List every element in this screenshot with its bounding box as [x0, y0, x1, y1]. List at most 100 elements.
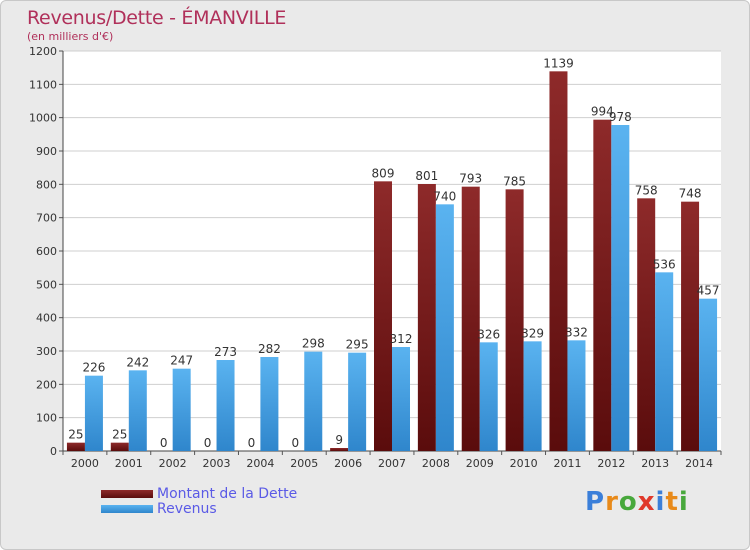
bar-dette	[505, 189, 524, 452]
y-tick-label: 1200	[29, 45, 57, 58]
data-label-revenus: 226	[82, 361, 105, 375]
chart-title: Revenus/Dette - ÉMANVILLE	[27, 7, 287, 29]
bar-revenus	[84, 375, 103, 451]
logo-letter: o	[618, 487, 638, 517]
y-tick-label: 900	[36, 145, 57, 158]
bar-dette	[593, 119, 612, 452]
data-label-revenus: 282	[258, 342, 281, 356]
data-label-dette: 801	[415, 169, 438, 183]
proxiti-logo: Proxiti	[585, 487, 689, 517]
y-tick-label: 700	[36, 212, 57, 225]
bar-dette	[681, 201, 700, 451]
x-tick-label: 2010	[510, 457, 538, 470]
data-label-dette: 758	[635, 183, 658, 197]
bar-revenus	[260, 357, 279, 451]
bar-revenus	[567, 340, 586, 451]
y-tick-label: 100	[36, 412, 57, 425]
x-tick-label: 2003	[203, 457, 231, 470]
y-tick-label: 0	[50, 445, 57, 458]
y-tick-label: 600	[36, 245, 57, 258]
y-tick-label: 1000	[29, 112, 57, 125]
data-label-dette: 25	[112, 428, 127, 442]
bar-dette	[110, 442, 129, 451]
data-label-dette: 793	[459, 172, 482, 186]
bar-dette	[417, 184, 436, 451]
bar-revenus	[304, 351, 323, 451]
data-label-dette: 748	[679, 187, 702, 201]
logo-letter: t	[665, 487, 679, 517]
data-label-revenus: 536	[653, 257, 676, 271]
bar-revenus	[435, 204, 454, 451]
bar-revenus	[216, 360, 235, 451]
bar-dette	[461, 186, 480, 451]
y-tick-label: 300	[36, 345, 57, 358]
logo-letter: x	[637, 487, 656, 517]
x-tick-label: 2002	[159, 457, 187, 470]
data-label-revenus: 457	[697, 284, 720, 298]
chart-subtitle: (en milliers d'€)	[27, 30, 114, 43]
bar-revenus	[348, 352, 367, 451]
data-label-revenus: 247	[170, 354, 193, 368]
data-label-dette: 25	[68, 428, 83, 442]
data-label-dette: 0	[160, 436, 168, 450]
bar-revenus	[611, 125, 630, 451]
logo-letter: P	[585, 487, 606, 517]
x-tick-label: 2013	[641, 457, 669, 470]
data-label-dette: 0	[248, 436, 256, 450]
data-label-dette: 9	[335, 433, 343, 447]
bar-revenus	[699, 298, 718, 451]
bar-revenus	[392, 347, 410, 451]
bar-revenus	[523, 341, 542, 451]
y-tick-label: 800	[36, 178, 57, 191]
data-label-revenus: 978	[609, 110, 632, 124]
logo-letter: r	[605, 487, 619, 517]
data-label-revenus: 298	[302, 337, 325, 351]
bar-revenus	[172, 368, 191, 451]
x-tick-label: 2001	[115, 457, 143, 470]
bar-revenus	[655, 272, 674, 451]
data-label-revenus: 326	[477, 327, 500, 341]
x-tick-label: 2012	[597, 457, 625, 470]
logo-letter: i	[655, 487, 666, 517]
data-label-dette: 809	[372, 166, 395, 180]
legend-swatch-revenus	[101, 505, 153, 513]
bar-revenus	[128, 370, 147, 451]
data-label-dette: 785	[503, 174, 526, 188]
legend-label-dette: Montant de la Dette	[157, 486, 298, 502]
y-tick-label: 400	[36, 312, 57, 325]
x-tick-label: 2006	[334, 457, 362, 470]
data-label-revenus: 242	[126, 355, 149, 369]
data-label-revenus: 295	[346, 338, 369, 352]
bar-dette	[66, 442, 85, 451]
bar-dette	[374, 181, 392, 452]
x-tick-label: 2014	[685, 457, 713, 470]
data-label-dette: 1139	[543, 56, 574, 70]
x-tick-label: 2011	[553, 457, 581, 470]
bar-revenus	[479, 342, 498, 451]
x-tick-label: 2000	[71, 457, 99, 470]
bar-dette	[549, 71, 568, 451]
x-tick-label: 2008	[422, 457, 450, 470]
data-label-dette: 994	[591, 105, 614, 119]
legend-label-revenus: Revenus	[157, 501, 217, 517]
x-tick-label: 2005	[290, 457, 318, 470]
y-tick-label: 500	[36, 278, 57, 291]
bar-dette	[637, 198, 656, 451]
y-tick-label: 200	[36, 378, 57, 391]
data-label-revenus: 273	[214, 345, 237, 359]
data-label-dette: 0	[291, 436, 299, 450]
bar-dette	[330, 448, 349, 451]
data-label-revenus: 332	[565, 325, 588, 339]
data-label-revenus: 312	[390, 332, 413, 346]
x-tick-label: 2009	[466, 457, 494, 470]
x-tick-label: 2004	[246, 457, 274, 470]
x-tick-label: 2007	[378, 457, 406, 470]
data-label-dette: 0	[204, 436, 212, 450]
legend-swatch-dette	[101, 490, 153, 498]
data-label-revenus: 329	[521, 326, 544, 340]
data-label-revenus: 740	[433, 189, 456, 203]
logo-letter: i	[678, 487, 689, 517]
y-tick-label: 1100	[29, 78, 57, 91]
